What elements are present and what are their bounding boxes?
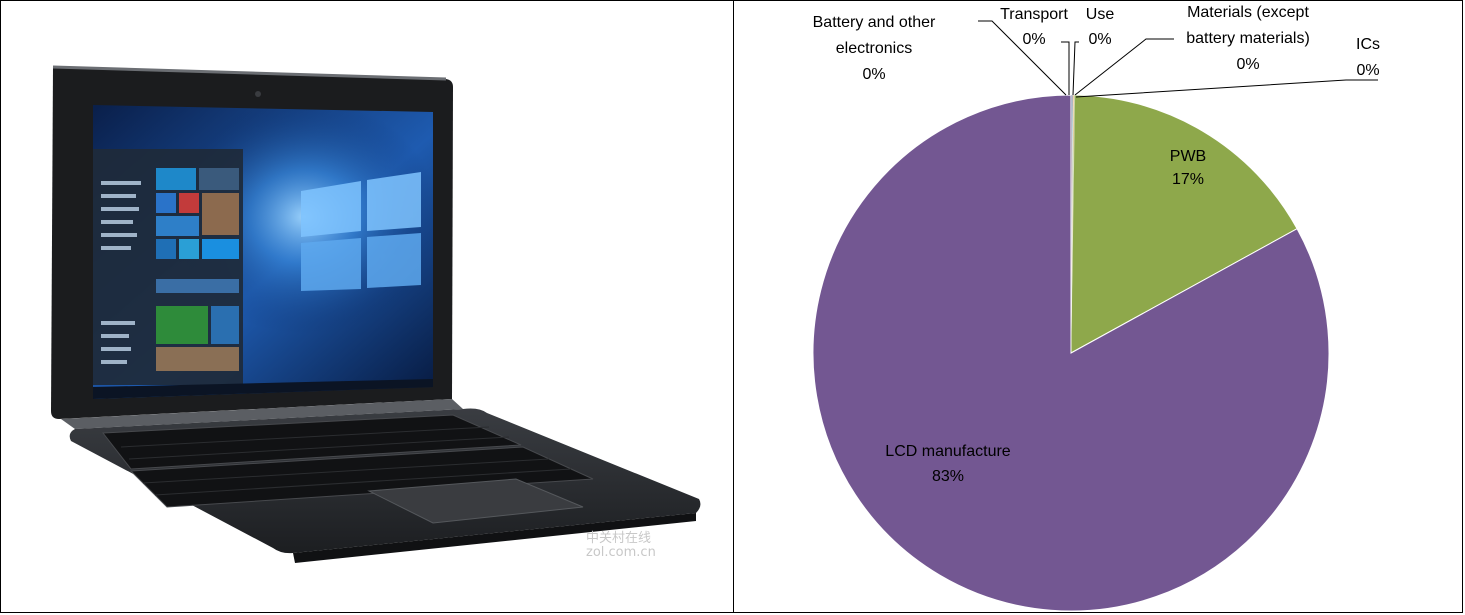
camera-dot [255, 91, 261, 97]
tablet-laptop-illustration [51, 65, 701, 563]
watermark-line-1: 中关村在线 [586, 531, 652, 546]
leader-battery [978, 20, 1067, 96]
leader-transport [1061, 41, 1070, 95]
pie-chart-svg: PWB 17% LCD manufacture 83% Battery and … [812, 4, 1380, 612]
cell-divider [733, 0, 734, 613]
slice-pct-lcd: 83% [932, 468, 964, 485]
taskbar [93, 379, 433, 399]
pie-slices [812, 94, 1330, 612]
start-list [101, 181, 141, 364]
leader-materials [1074, 38, 1174, 96]
leader-ics [1075, 79, 1378, 98]
slice-pct-transport: 0% [1022, 31, 1045, 48]
watermark-line-2: zol.com.cn [586, 545, 656, 560]
slice-pct-battery: 0% [862, 66, 885, 83]
slice-label-transport: Transport [1000, 6, 1068, 23]
touchpad [367, 478, 584, 524]
start-tiles [156, 168, 239, 371]
slice-pct-ics: 0% [1356, 62, 1379, 79]
pie-chart: PWB 17% LCD manufacture 83% Battery and … [734, 1, 1462, 612]
leader-lines [978, 20, 1378, 98]
windows-logo [301, 172, 421, 291]
slice-label-ics: ICs [1356, 36, 1380, 53]
slice-label-battery-2: electronics [836, 40, 912, 57]
slice-label-use: Use [1086, 6, 1115, 23]
slice-pct-pwb: 17% [1172, 171, 1204, 188]
key-grid [120, 426, 572, 496]
slice-pct-use: 0% [1088, 31, 1111, 48]
pie-slice-pwb [1070, 94, 1298, 354]
leader-use [1072, 41, 1079, 96]
slice-label-battery-1: Battery and other [813, 14, 936, 31]
slice-label-lcd: LCD manufacture [885, 443, 1010, 460]
slice-label-materials-2: battery materials) [1186, 30, 1310, 47]
slice-label-pwb: PWB [1170, 148, 1206, 165]
keyboard-keys [102, 414, 594, 508]
watermark: 中关村在线 zol.com.cn [586, 532, 656, 560]
hinge [61, 399, 463, 429]
product-photo [1, 1, 733, 612]
slice-pct-materials: 0% [1236, 56, 1259, 73]
pie-slice-ics [1070, 94, 1076, 354]
slice-label-materials-1: Materials (except [1187, 4, 1309, 21]
